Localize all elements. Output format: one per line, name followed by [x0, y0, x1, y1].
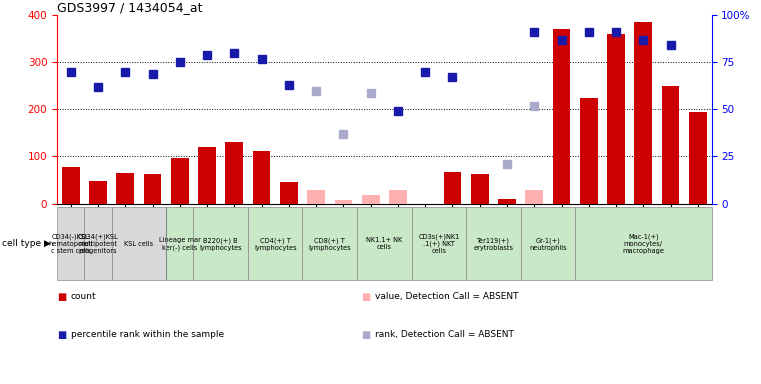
Bar [116, 173, 134, 204]
Text: Ter119(+)
erytroblasts: Ter119(+) erytroblasts [473, 237, 514, 251]
Text: ■: ■ [57, 292, 66, 302]
Bar [62, 167, 80, 204]
Bar [253, 151, 270, 204]
Bar [689, 112, 707, 204]
Bar [193, 207, 248, 280]
Text: GDS3997 / 1434054_at: GDS3997 / 1434054_at [57, 1, 202, 14]
Bar [361, 195, 380, 204]
Bar [198, 147, 216, 204]
Bar [552, 30, 571, 204]
Bar [144, 174, 161, 204]
Bar [662, 86, 680, 204]
Bar [248, 207, 303, 280]
Bar [303, 207, 357, 280]
Bar [498, 199, 516, 204]
Text: KSL cells: KSL cells [124, 241, 154, 247]
Bar [466, 207, 521, 280]
Text: rank, Detection Call = ABSENT: rank, Detection Call = ABSENT [375, 330, 514, 339]
Bar [521, 207, 575, 280]
Bar [635, 22, 652, 204]
Bar [580, 98, 597, 204]
Bar [89, 181, 107, 204]
Text: CD4(+) T
lymphocytes: CD4(+) T lymphocytes [254, 237, 297, 251]
Bar [84, 207, 112, 280]
Bar [225, 142, 244, 204]
Bar [57, 207, 84, 280]
Text: percentile rank within the sample: percentile rank within the sample [71, 330, 224, 339]
Bar [444, 172, 461, 204]
Bar [389, 190, 407, 204]
Text: ■: ■ [361, 292, 371, 302]
Bar [280, 182, 298, 204]
Text: Gr-1(+)
neutrophils: Gr-1(+) neutrophils [529, 237, 567, 251]
Text: CD34(-)KSL
hematopoieti
c stem cells: CD34(-)KSL hematopoieti c stem cells [49, 233, 93, 254]
Text: ■: ■ [57, 330, 66, 340]
Text: ■: ■ [361, 330, 371, 340]
Bar [471, 174, 489, 204]
Bar [607, 34, 625, 204]
Bar [525, 190, 543, 204]
Bar [357, 207, 412, 280]
Bar [171, 158, 189, 204]
Text: CD8(+) T
lymphocytes: CD8(+) T lymphocytes [308, 237, 351, 251]
Text: count: count [71, 292, 97, 301]
Bar [412, 207, 466, 280]
Text: CD34(+)KSL
multipotent
progenitors: CD34(+)KSL multipotent progenitors [78, 233, 119, 254]
Bar [307, 190, 325, 204]
Bar [335, 200, 352, 204]
Text: cell type ▶: cell type ▶ [2, 239, 51, 248]
Bar [112, 207, 166, 280]
Text: NK1.1+ NK
cells: NK1.1+ NK cells [366, 237, 403, 250]
Text: Mac-1(+)
monocytes/
macrophage: Mac-1(+) monocytes/ macrophage [622, 233, 664, 254]
Text: Lineage mar
ker(-) cells: Lineage mar ker(-) cells [159, 237, 201, 251]
Bar [166, 207, 193, 280]
Bar [575, 207, 712, 280]
Text: value, Detection Call = ABSENT: value, Detection Call = ABSENT [375, 292, 519, 301]
Text: CD3s(+)NK1
.1(+) NKT
cells: CD3s(+)NK1 .1(+) NKT cells [419, 233, 460, 254]
Text: B220(+) B
lymphocytes: B220(+) B lymphocytes [199, 237, 242, 251]
